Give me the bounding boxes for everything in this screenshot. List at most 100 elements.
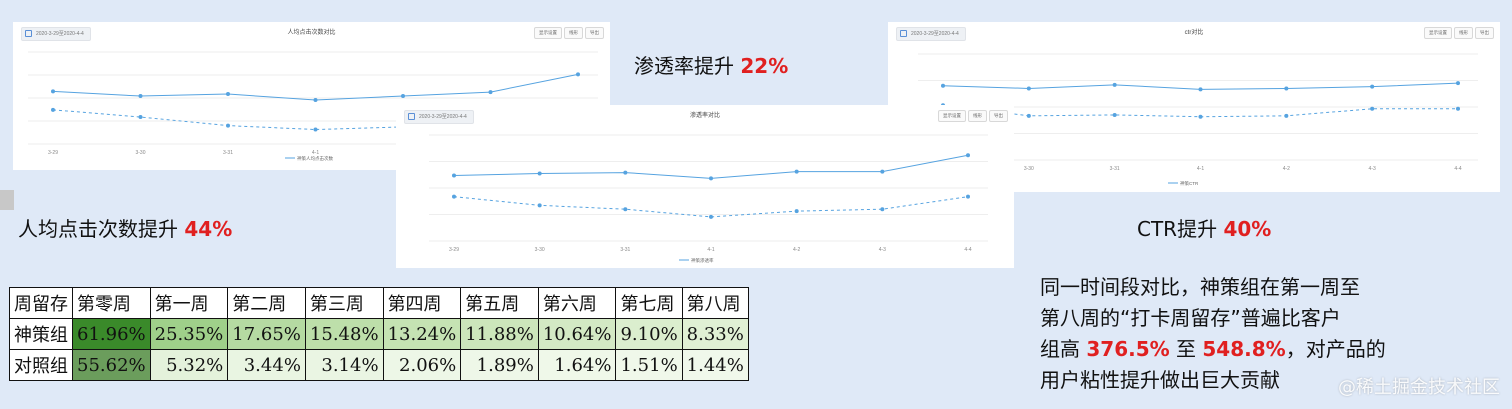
table-header-cell: 第零周 xyxy=(72,287,151,319)
date-range-picker[interactable]: 2020-3-29至2020-4-4 xyxy=(404,110,474,124)
table-cell: 10.64% xyxy=(537,318,617,350)
x-tick-label: 3-31 xyxy=(620,247,630,253)
table-cell: 9.10% xyxy=(615,318,683,350)
table-cell: 55.62% xyxy=(72,349,151,381)
data-point xyxy=(1456,81,1460,86)
table-cell: 1.44% xyxy=(681,349,749,381)
data-point xyxy=(709,176,713,181)
data-point xyxy=(1198,114,1203,119)
data-point xyxy=(313,97,318,102)
table-cell: 11.88% xyxy=(460,318,539,350)
panel-toolbar: 2020-3-29至2020-4-4 ctr对比 显示设置 线形 导出 xyxy=(888,22,1500,46)
table-header-cell: 第二周 xyxy=(227,287,306,319)
display-settings-button[interactable]: 显示设置 xyxy=(938,110,966,122)
table-cell: 5.32% xyxy=(149,349,229,381)
data-point xyxy=(880,169,885,174)
series-line xyxy=(52,73,579,101)
panel-toolbar: 2020-3-29至2020-4-4 渗透率对比 显示设置 线形 导出 xyxy=(396,105,1014,129)
calendar-icon xyxy=(25,30,32,37)
chart-title: ctr对比 xyxy=(1184,30,1204,36)
table-cell: 3.14% xyxy=(304,349,384,381)
legend-label: 神策CTR xyxy=(1180,180,1199,187)
legend-label: 神策人均点击次数 xyxy=(297,155,333,162)
x-tick-label: 3-30 xyxy=(535,247,545,253)
date-range-picker[interactable]: 2020-3-29至2020-4-4 xyxy=(21,27,91,41)
caption-text: CTR提升 xyxy=(1137,217,1224,241)
line-type-button[interactable]: 线形 xyxy=(968,110,987,122)
summary-line: 用户粘性提升做出巨大贡献 xyxy=(1040,368,1280,392)
x-tick-label: 4-3 xyxy=(1369,166,1376,172)
data-point xyxy=(452,194,456,199)
data-point xyxy=(709,214,713,219)
summary-value: 548.8% xyxy=(1202,337,1286,361)
caption-value: 44% xyxy=(184,217,233,241)
summary-line: 组高 376.5% 至 548.8%，对产品的 xyxy=(1040,334,1480,365)
data-point xyxy=(401,94,405,99)
data-point xyxy=(966,194,970,199)
data-point xyxy=(51,107,55,112)
summary-text-span: 组高 xyxy=(1040,337,1087,361)
line-type-button[interactable]: 线形 xyxy=(564,27,583,39)
export-button[interactable]: 导出 xyxy=(989,110,1008,122)
summary-text-span: ，对产品的 xyxy=(1285,337,1386,361)
export-button[interactable]: 导出 xyxy=(1475,27,1494,39)
retention-table: 周留存 第零周 第一周 第二周 第三周 第四周 第五周 第六周 第七周 第八周 神策组 61.96% 2… xyxy=(9,287,749,381)
data-point xyxy=(623,207,628,212)
date-range-label: 2020-3-29至2020-4-4 xyxy=(36,31,84,37)
table-cell: 3.44% xyxy=(227,349,306,381)
display-settings-button[interactable]: 显示设置 xyxy=(534,27,562,39)
table-header-cell: 第八周 xyxy=(681,287,749,319)
table-cell: 17.65% xyxy=(227,318,306,350)
data-point xyxy=(1198,87,1203,92)
clicks-caption: 人均点击次数提升 44% xyxy=(18,213,232,242)
penetration-caption: 渗透率提升 22% xyxy=(634,50,788,79)
caption-value: 40% xyxy=(1223,217,1272,241)
x-tick-label: 4-4 xyxy=(1454,166,1461,172)
chart-panel-penetration: 2020-3-29至2020-4-4 渗透率对比 显示设置 线形 导出 3-29… xyxy=(396,105,1014,268)
data-point xyxy=(226,123,230,128)
caption-text: 渗透率提升 xyxy=(634,54,741,78)
display-settings-button[interactable]: 显示设置 xyxy=(1424,27,1452,39)
table-header-cell: 第六周 xyxy=(537,287,617,319)
data-point xyxy=(1284,113,1289,118)
data-point xyxy=(880,207,885,212)
data-point xyxy=(794,209,799,214)
x-tick-label: 3-29 xyxy=(48,150,58,156)
data-point xyxy=(1112,112,1117,117)
data-point xyxy=(1284,86,1289,91)
chart-title: 人均点击次数对比 xyxy=(287,30,336,36)
data-point xyxy=(966,153,970,158)
penetration-chart: 3-29 3-30 3-31 4-1 4-2 4-3 4-4 神策渗透率 xyxy=(429,134,988,264)
series-line xyxy=(453,154,969,179)
x-tick-label: 4-2 xyxy=(793,247,800,253)
table-header-cell: 第一周 xyxy=(149,287,229,319)
watermark: @稀土掘金技术社区 xyxy=(1338,377,1500,398)
table-header-cell: 第三周 xyxy=(304,287,384,319)
summary-line: 第八周的“打卡周留存”普遍比客户 xyxy=(1040,306,1341,330)
table-header-cell: 第七周 xyxy=(615,287,683,319)
data-point xyxy=(537,171,542,176)
summary-text: 同一时间段对比，神策组在第一周至 第八周的“打卡周留存”普遍比客户 组高 376… xyxy=(1040,272,1480,396)
summary-line: 同一时间段对比，神策组在第一周至 xyxy=(1040,275,1360,299)
data-point xyxy=(576,72,580,77)
table-cell: 2.06% xyxy=(382,349,462,381)
x-tick-label: 4-3 xyxy=(879,247,886,253)
data-point xyxy=(537,203,542,208)
data-point xyxy=(1370,84,1375,89)
table-row: 神策组 61.96% 25.35% 17.65% 15.48% 13.24% 11.88% 1… xyxy=(9,318,749,350)
caption-value: 22% xyxy=(740,54,789,78)
table-cell: 1.64% xyxy=(537,349,617,381)
x-tick-label: 3-31 xyxy=(223,150,233,156)
date-range-label: 2020-3-29至2020-4-4 xyxy=(419,114,467,120)
data-point xyxy=(1026,113,1031,118)
x-tick-label: 3-29 xyxy=(449,247,459,253)
table-cell: 1.51% xyxy=(615,349,683,381)
line-type-button[interactable]: 线形 xyxy=(1454,27,1473,39)
x-tick-label: 4-1 xyxy=(1197,166,1204,172)
export-button[interactable]: 导出 xyxy=(585,27,604,39)
data-point xyxy=(226,92,230,97)
date-range-label: 2020-3-29至2020-4-4 xyxy=(911,31,959,37)
table-header-cell: 周留存 xyxy=(9,287,73,319)
date-range-picker[interactable]: 2020-3-29至2020-4-4 xyxy=(896,27,966,41)
data-point xyxy=(941,83,945,88)
